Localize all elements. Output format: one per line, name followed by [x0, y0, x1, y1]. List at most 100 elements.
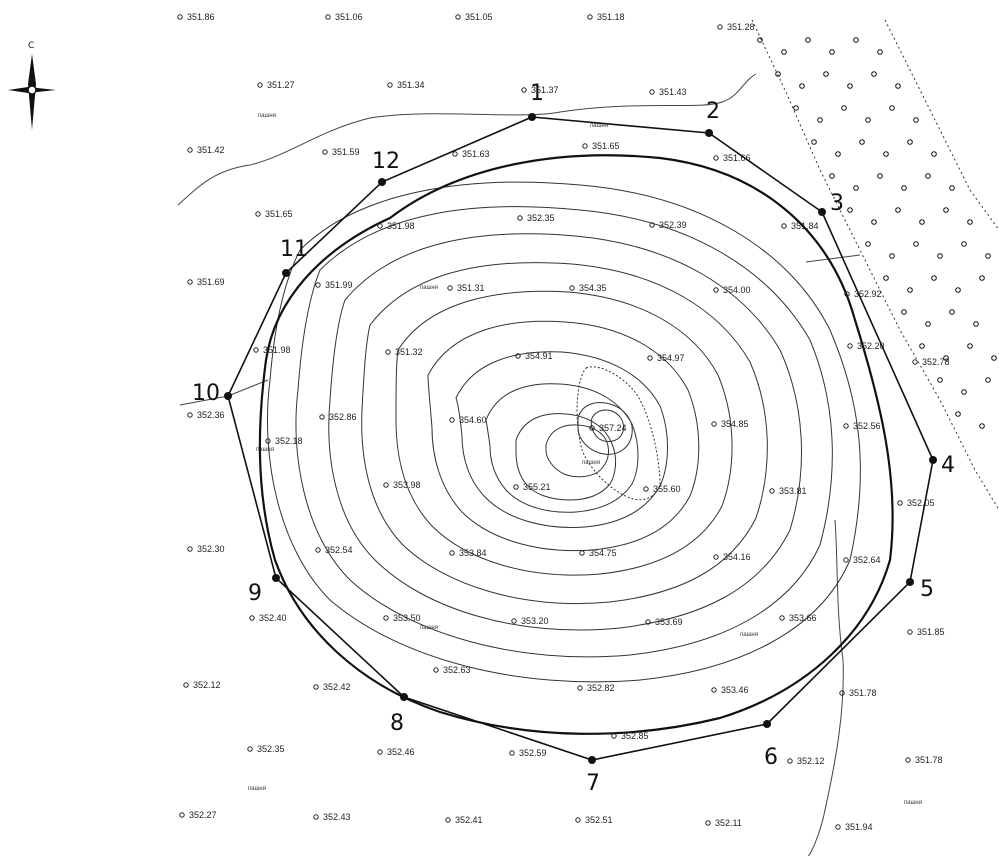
spot-height-marker	[787, 758, 793, 764]
spot-height-label: 351.86	[187, 12, 215, 22]
forest-dot	[877, 49, 883, 55]
spot-height-marker	[839, 690, 845, 696]
forest-dot	[967, 343, 973, 349]
spot-height-marker	[383, 482, 389, 488]
spot-height-marker	[377, 749, 383, 755]
spot-height-label: 351.99	[325, 280, 353, 290]
spot-height-marker	[897, 500, 903, 506]
spot-height-marker	[645, 619, 651, 625]
boundary-point-marker	[763, 720, 771, 728]
land-use-label: пашня	[258, 113, 276, 119]
spot-height: 352.43	[313, 812, 351, 822]
spot-height: 352.12	[183, 680, 221, 690]
forest-dot	[919, 219, 925, 225]
spot-height-label: 351.94	[845, 822, 873, 832]
spot-height-label: 351.98	[387, 221, 415, 231]
spot-height-label: 352.35	[527, 213, 555, 223]
spot-height-label: 352.63	[443, 665, 471, 675]
spot-height-marker	[387, 82, 393, 88]
spot-height: 352.42	[313, 682, 351, 692]
spot-height: 351.27	[257, 80, 295, 90]
forest-dot	[847, 83, 853, 89]
spot-height-marker	[521, 87, 527, 93]
spot-height-marker	[717, 24, 723, 30]
spot-height-marker	[513, 484, 519, 490]
spot-height-label: 352.51	[585, 815, 613, 825]
forest-dot	[925, 321, 931, 327]
spot-height: 352.41	[445, 815, 483, 825]
spot-height-marker	[179, 812, 185, 818]
spot-height-label: 354.60	[459, 415, 487, 425]
spot-height-label: 352.12	[797, 756, 825, 766]
spot-height-label: 351.05	[465, 12, 493, 22]
spot-height: 352.86	[319, 412, 357, 422]
creek-east	[807, 519, 844, 856]
spot-height-marker	[509, 750, 515, 756]
spot-height-label: 353.46	[721, 685, 749, 695]
north-arrow: С	[8, 41, 56, 130]
spot-height-label: 352.64	[853, 555, 881, 565]
spot-height-marker	[779, 615, 785, 621]
spot-height: 352.92	[844, 289, 882, 299]
spot-height: 351.43	[649, 87, 687, 97]
spot-height-marker	[912, 359, 918, 365]
spot-height-marker	[647, 355, 653, 361]
spot-height-marker	[577, 685, 583, 691]
contour-line	[295, 206, 833, 658]
spot-height-label: 352.30	[197, 544, 225, 554]
forest-dot	[847, 207, 853, 213]
spot-height: 352.18	[265, 436, 303, 446]
spot-height-label: 351.28	[727, 22, 755, 32]
forest-dot	[859, 139, 865, 145]
spot-height: 354.75	[579, 548, 617, 558]
spot-height: 355.60	[643, 484, 681, 494]
spot-height: 354.60	[449, 415, 487, 425]
spot-height: 351.98	[377, 221, 415, 231]
spot-height-label: 352.86	[329, 412, 357, 422]
forest-dot	[949, 309, 955, 315]
spot-height-marker	[449, 417, 455, 423]
spot-height: 352.12	[787, 756, 825, 766]
forest-dot	[979, 275, 985, 281]
spot-height-marker	[517, 215, 523, 221]
spot-height-label: 352.27	[189, 810, 217, 820]
land-use-label: пашня	[256, 447, 274, 453]
spot-height: 352.39	[649, 220, 687, 230]
boundary-point-label: 1	[530, 81, 544, 106]
forest-dot	[871, 219, 877, 225]
spot-height-marker	[575, 817, 581, 823]
spot-height-label: 353.20	[521, 616, 549, 626]
spot-height-label: 352.42	[323, 682, 351, 692]
spot-height-label: 351.78	[915, 755, 943, 765]
forest-dot	[937, 253, 943, 259]
spot-height: 353.98	[383, 480, 421, 490]
spot-height-marker	[843, 557, 849, 563]
spot-height-label: 355.60	[653, 484, 681, 494]
spot-height-marker	[383, 615, 389, 621]
spot-height-label: 352.35	[257, 744, 285, 754]
spot-height: 353.20	[511, 616, 549, 626]
spot-height-marker	[445, 817, 451, 823]
spot-height-label: 354.91	[525, 351, 553, 361]
spot-height-marker	[582, 143, 588, 149]
spot-height-marker	[455, 14, 461, 20]
forest-dot	[913, 117, 919, 123]
boundary-point-marker	[282, 269, 290, 277]
forest-dot	[919, 343, 925, 349]
forest-dot	[865, 241, 871, 247]
spot-height-label: 353.81	[779, 486, 807, 496]
contour-line	[590, 409, 625, 442]
forest-dot	[829, 49, 835, 55]
spot-height-label: 351.18	[597, 12, 625, 22]
spot-height: 354.16	[713, 552, 751, 562]
forest-dot	[805, 37, 811, 43]
spot-height-label: 351.34	[397, 80, 425, 90]
boundary-point-marker	[705, 129, 713, 137]
spot-height-label: 354.00	[723, 285, 751, 295]
spot-height-marker	[515, 353, 521, 359]
boundary-point-label: 3	[830, 191, 844, 216]
land-use-label: пашня	[582, 460, 600, 466]
spot-height-marker	[247, 746, 253, 752]
spot-height: 351.37	[521, 85, 559, 95]
spot-height-marker	[385, 349, 391, 355]
